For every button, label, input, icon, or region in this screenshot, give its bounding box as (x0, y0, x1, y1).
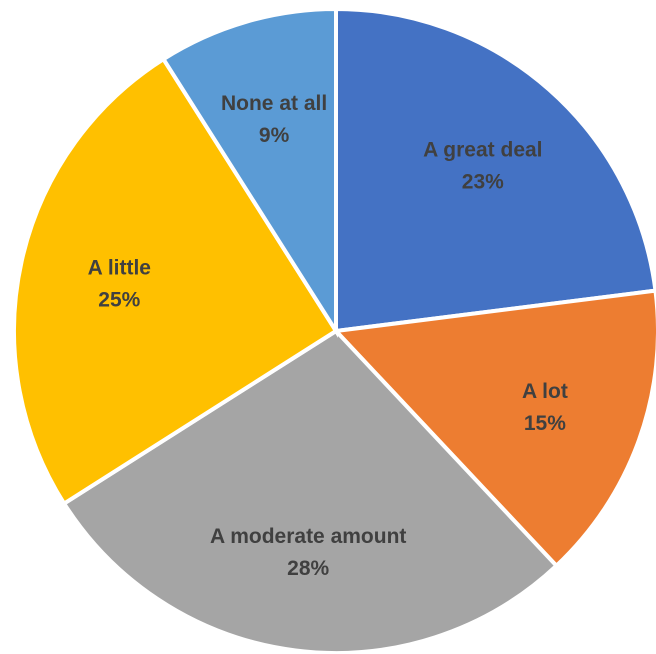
slices-layer (12, 6, 656, 654)
pie-slice-a-lot (331, 288, 656, 569)
slice-label-a-moderate-amount: A moderate amount (210, 525, 406, 548)
slice-value-label-a-moderate-amount: 28% (287, 557, 329, 580)
pie-slice-a-moderate-amount (61, 328, 560, 654)
slice-label-none-at-all: None at all (221, 92, 327, 115)
pie-slice-none-at-all (160, 6, 338, 338)
slice-label-a-great-deal: A great deal (423, 139, 542, 162)
slice-value-label-none-at-all: 9% (259, 124, 290, 147)
slice-label-a-lot: A lot (522, 380, 568, 403)
pie-slice-a-little (12, 56, 339, 507)
slice-value-label-a-little: 25% (98, 289, 140, 312)
slice-label-a-little: A little (88, 257, 151, 280)
pie-slice-a-great-deal (334, 6, 656, 334)
labels-layer: A great deal 23% A lot 15% A moderate amount… (88, 92, 568, 580)
slice-value-label-a-great-deal: 23% (462, 171, 504, 194)
slice-value-label-a-lot: 15% (524, 412, 566, 435)
